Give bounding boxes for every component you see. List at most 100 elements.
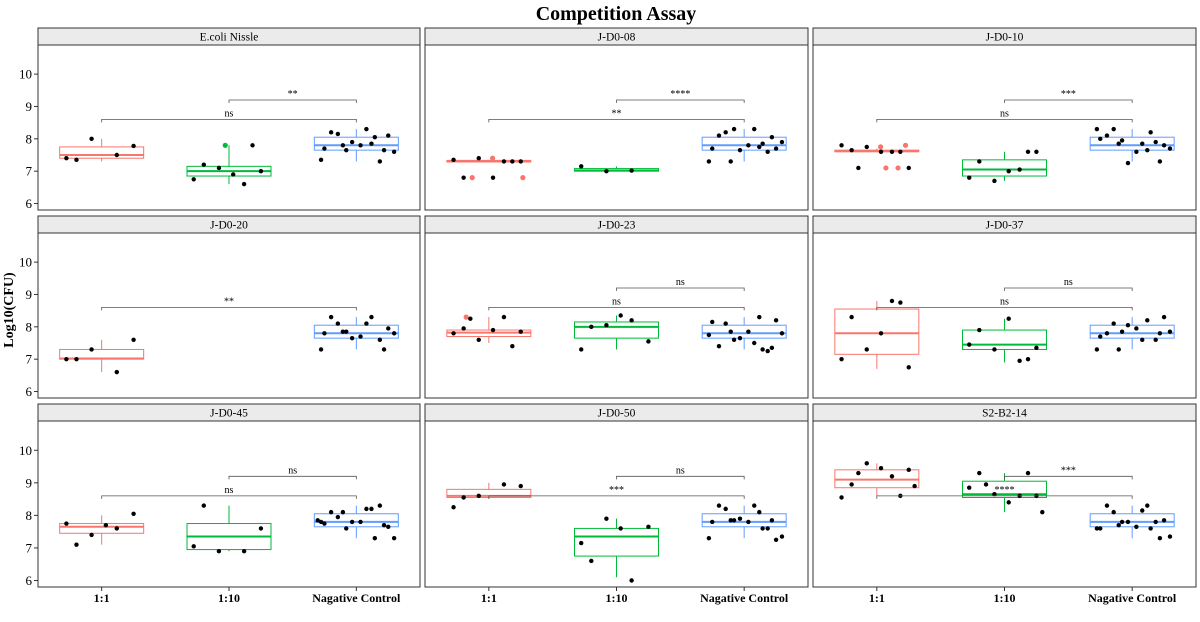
data-point (889, 474, 895, 479)
data-point (1140, 141, 1145, 146)
data-point (706, 159, 712, 164)
data-point (1153, 519, 1158, 525)
data-point (461, 175, 466, 180)
data-point (358, 143, 363, 148)
bracket-line (1004, 475, 1133, 480)
data-point (779, 331, 785, 336)
data-point (1145, 503, 1150, 508)
significance-bracket: ns (1004, 277, 1133, 291)
data-point (335, 131, 341, 137)
box-nagative-control (701, 505, 787, 539)
data-point (1134, 149, 1139, 154)
data-point (490, 327, 496, 333)
data-point (723, 130, 728, 135)
data-point (579, 540, 584, 546)
data-point (103, 522, 109, 528)
data-point (906, 165, 911, 171)
data-point (461, 326, 466, 331)
bracket-line (876, 307, 1133, 311)
data-point (992, 178, 997, 184)
data-point (381, 522, 387, 528)
data-point (241, 548, 247, 554)
box-iqr (59, 523, 145, 534)
data-point (1161, 143, 1167, 148)
y-tick-label: 7 (26, 540, 33, 555)
box-iqr (701, 324, 787, 339)
data-point (1167, 534, 1173, 539)
data-point (878, 149, 884, 154)
significance-label: *** (609, 485, 624, 496)
y-tick-label: 9 (26, 99, 33, 114)
data-point (1104, 503, 1110, 508)
data-point (752, 126, 757, 132)
data-point (1125, 160, 1131, 166)
data-point (89, 347, 94, 352)
data-point (468, 316, 473, 321)
facet-panel: J-D0-20 6 7 8 9 10 ** (19, 215, 421, 399)
significance-bracket: ** (101, 296, 357, 311)
significance-bracket: *** (1004, 89, 1133, 103)
facet-strip-label: S2-B2-14 (982, 408, 1027, 420)
bracket-line (616, 287, 745, 291)
data-point (1119, 329, 1125, 334)
data-point (1157, 535, 1163, 541)
box-1-1 (59, 515, 145, 545)
data-point (1025, 149, 1031, 154)
data-point (89, 532, 94, 538)
facet-panels: E.coli Nissle678910**nsJ-D0-08******J-D0… (19, 27, 1197, 605)
bracket-line (488, 119, 745, 123)
data-point (344, 329, 349, 334)
data-point (849, 147, 854, 153)
box-iqr (1089, 513, 1175, 528)
data-point (983, 482, 989, 487)
data-point (731, 518, 737, 523)
bracket-line (228, 475, 357, 480)
data-point (710, 319, 715, 325)
data-point (967, 485, 972, 490)
data-point (1148, 130, 1153, 135)
data-point (1006, 500, 1011, 505)
data-point (769, 135, 775, 140)
data-point (779, 534, 785, 539)
data-point (1098, 334, 1103, 339)
data-point (1111, 509, 1116, 515)
x-tick-label: 1:1 (869, 591, 885, 605)
data-point (706, 332, 712, 338)
box-iqr (59, 146, 145, 159)
y-tick-label: 7 (26, 164, 33, 179)
data-point (1116, 141, 1121, 146)
facet-strip-label: J-D0-37 (986, 220, 1024, 232)
y-tick-label: 10 (19, 67, 32, 82)
bracket-line (1004, 287, 1133, 291)
data-point (760, 526, 765, 531)
data-point (1006, 316, 1011, 321)
data-point (889, 298, 895, 304)
data-point (579, 347, 584, 352)
outlier-point (469, 175, 475, 181)
data-point (131, 511, 136, 516)
x-tick-label: 1:10 (606, 591, 628, 605)
bracket-line (876, 119, 1133, 123)
significance-bracket: ns (228, 465, 357, 480)
box-1-10 (574, 518, 659, 578)
data-point (381, 347, 387, 352)
data-point (1025, 356, 1031, 362)
data-point (629, 318, 634, 323)
panel-border (812, 232, 1197, 399)
data-point (746, 329, 751, 334)
data-point (706, 535, 712, 541)
box-1-1 (834, 463, 920, 496)
panel-border (37, 44, 421, 211)
facet-strip-label: J-D0-20 (210, 220, 248, 232)
panel-border (37, 420, 421, 588)
bracket-line (616, 475, 745, 480)
data-point (1094, 347, 1100, 352)
significance-bracket: ** (488, 108, 745, 123)
data-point (386, 524, 391, 529)
data-point (358, 334, 363, 339)
panel-border (424, 232, 809, 399)
data-point (318, 347, 324, 352)
box-nagative-control (313, 129, 399, 162)
data-point (364, 321, 369, 326)
